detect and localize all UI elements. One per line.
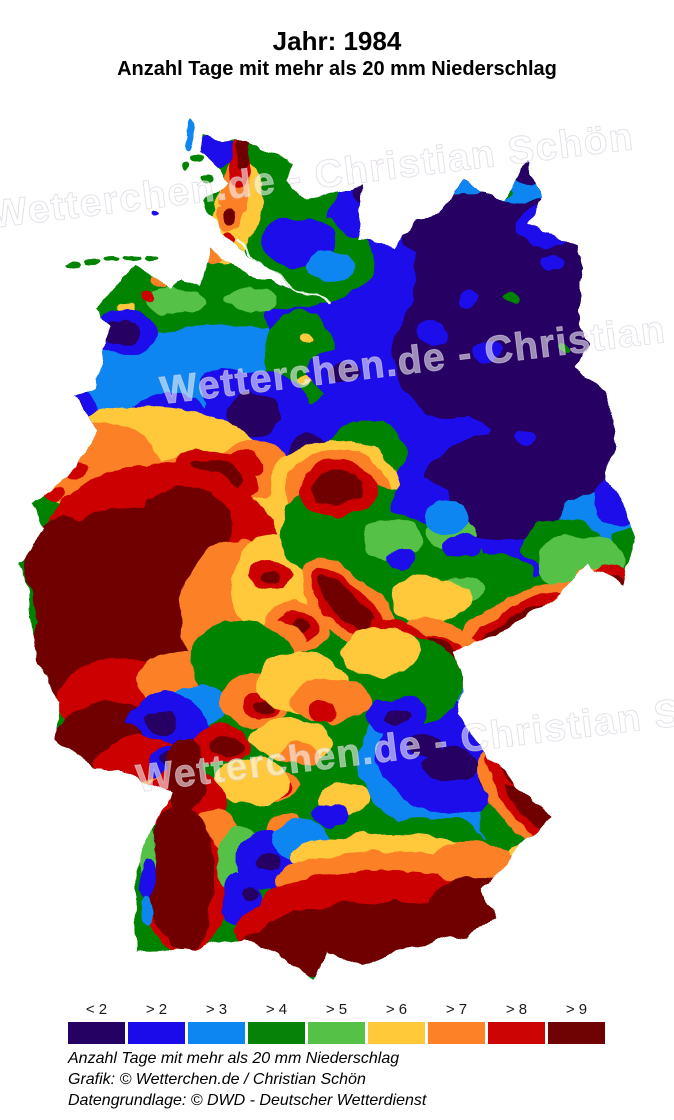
- legend-item: > 4: [248, 1001, 305, 1044]
- legend-label: > 3: [205, 1001, 228, 1018]
- legend-swatch: [68, 1022, 125, 1044]
- legend-label: > 9: [565, 1001, 588, 1018]
- map-islands: [64, 119, 213, 266]
- page-title: Jahr: 1984: [272, 26, 402, 56]
- legend-item: > 9: [548, 1001, 605, 1044]
- germany-map: Wetterchen.de - Christian SchönWetterche…: [0, 115, 674, 981]
- legend: < 2 > 2 > 3 > 4 > 5 > 6 > 7 > 8 > 9: [68, 1001, 605, 1044]
- legend-label: > 2: [145, 1001, 168, 1018]
- page-subtitle: Anzahl Tage mit mehr als 20 mm Niedersch…: [117, 58, 557, 80]
- legend-item: > 6: [368, 1001, 425, 1044]
- legend-item: > 7: [428, 1001, 485, 1044]
- legend-swatch: [128, 1022, 185, 1044]
- legend-swatch: [248, 1022, 305, 1044]
- legend-item: > 3: [188, 1001, 245, 1044]
- credit-graphic: Grafik: © Wetterchen.de / Christian Schö…: [68, 1071, 366, 1088]
- legend-swatch: [188, 1022, 245, 1044]
- legend-swatch: [548, 1022, 605, 1044]
- legend-item: < 2: [68, 1001, 125, 1044]
- legend-item: > 2: [128, 1001, 185, 1044]
- legend-label: > 5: [325, 1001, 348, 1018]
- legend-swatch: [428, 1022, 485, 1044]
- legend-item: > 5: [308, 1001, 365, 1044]
- footer-caption: Anzahl Tage mit mehr als 20 mm Niedersch…: [68, 1050, 400, 1067]
- legend-label: > 8: [505, 1001, 528, 1018]
- legend-swatch: [368, 1022, 425, 1044]
- legend-swatch: [488, 1022, 545, 1044]
- legend-swatch: [308, 1022, 365, 1044]
- legend-label: > 4: [265, 1001, 288, 1018]
- legend-item: > 8: [488, 1001, 545, 1044]
- legend-label: > 7: [445, 1001, 468, 1018]
- legend-label: < 2: [85, 1001, 108, 1018]
- legend-label: > 6: [385, 1001, 408, 1018]
- footer: Anzahl Tage mit mehr als 20 mm Niedersch…: [68, 1048, 426, 1111]
- credit-data-source: Datengrundlage: © DWD - Deutscher Wetter…: [68, 1092, 427, 1109]
